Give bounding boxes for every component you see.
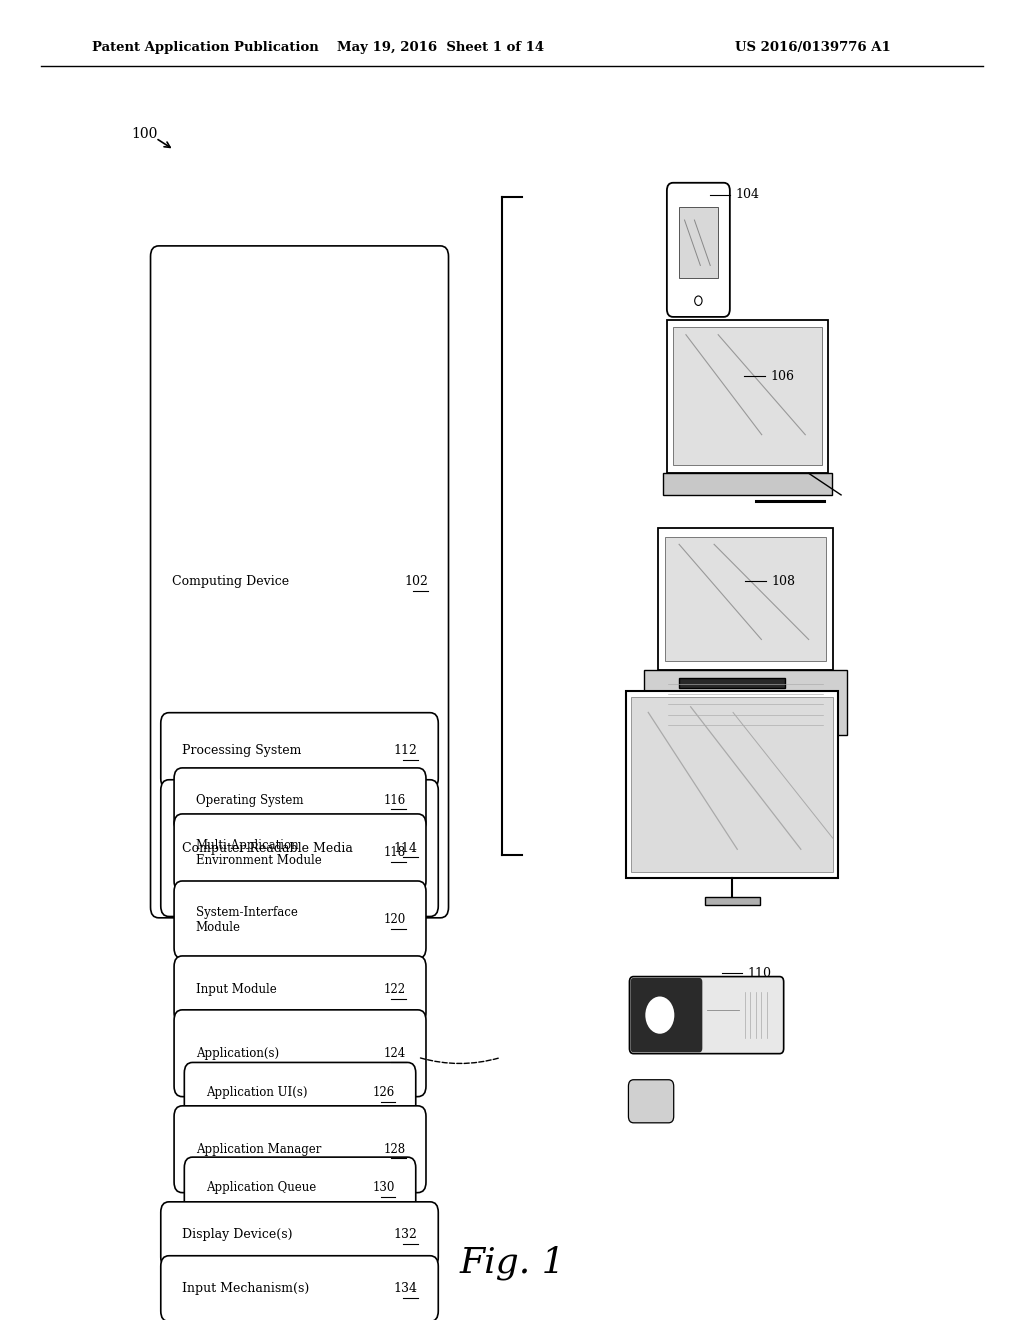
Text: Patent Application Publication: Patent Application Publication <box>92 41 318 54</box>
Text: Operating System: Operating System <box>196 793 303 807</box>
Text: 102: 102 <box>404 576 428 589</box>
Text: 104: 104 <box>735 189 759 201</box>
Bar <box>709 706 782 729</box>
FancyBboxPatch shape <box>161 1201 438 1267</box>
FancyBboxPatch shape <box>161 1255 438 1320</box>
Text: 114: 114 <box>394 842 418 854</box>
Circle shape <box>645 997 675 1034</box>
Bar <box>657 528 834 671</box>
FancyBboxPatch shape <box>184 1158 416 1217</box>
FancyBboxPatch shape <box>629 1080 674 1123</box>
FancyBboxPatch shape <box>161 780 438 916</box>
Text: Application Queue: Application Queue <box>206 1181 316 1193</box>
Bar <box>631 697 833 871</box>
Text: 128: 128 <box>383 1143 406 1156</box>
FancyBboxPatch shape <box>161 713 438 789</box>
Text: 132: 132 <box>394 1228 418 1241</box>
Text: 108: 108 <box>771 574 795 587</box>
Text: Computing Device: Computing Device <box>172 576 289 589</box>
Text: Application Manager: Application Manager <box>196 1143 321 1156</box>
Text: US 2016/0139776 A1: US 2016/0139776 A1 <box>735 41 891 54</box>
FancyBboxPatch shape <box>174 1106 426 1193</box>
Bar <box>626 690 838 878</box>
Text: 116: 116 <box>383 793 406 807</box>
Text: Input Module: Input Module <box>196 983 276 997</box>
FancyBboxPatch shape <box>174 768 426 833</box>
FancyBboxPatch shape <box>667 182 730 317</box>
Text: Application(s): Application(s) <box>196 1047 279 1060</box>
Bar <box>663 474 833 495</box>
Text: Display Device(s): Display Device(s) <box>182 1228 293 1241</box>
Bar <box>705 898 760 904</box>
Text: Input Mechanism(s): Input Mechanism(s) <box>182 1282 309 1295</box>
Text: 134: 134 <box>394 1282 418 1295</box>
Text: 120: 120 <box>383 913 406 927</box>
FancyBboxPatch shape <box>184 1063 416 1123</box>
Bar <box>679 207 718 279</box>
FancyBboxPatch shape <box>630 977 783 1053</box>
Text: 100: 100 <box>131 127 158 141</box>
Text: Multi-Application
Environment Module: Multi-Application Environment Module <box>196 838 322 867</box>
Bar <box>644 671 847 735</box>
Text: 112: 112 <box>394 744 418 758</box>
FancyBboxPatch shape <box>174 814 426 891</box>
FancyBboxPatch shape <box>631 978 702 1052</box>
Text: Computer-Readable Media: Computer-Readable Media <box>182 842 353 854</box>
Text: 106: 106 <box>770 370 794 383</box>
Bar <box>666 537 825 661</box>
Text: Application UI(s): Application UI(s) <box>206 1086 307 1100</box>
Text: 118: 118 <box>383 846 406 859</box>
Text: May 19, 2016  Sheet 1 of 14: May 19, 2016 Sheet 1 of 14 <box>337 41 544 54</box>
Text: 126: 126 <box>373 1086 395 1100</box>
FancyBboxPatch shape <box>174 956 426 1023</box>
Bar <box>667 319 828 474</box>
FancyBboxPatch shape <box>151 246 449 917</box>
Text: 122: 122 <box>383 983 406 997</box>
Bar <box>673 327 822 466</box>
Bar <box>679 678 785 688</box>
FancyBboxPatch shape <box>174 1010 426 1097</box>
FancyBboxPatch shape <box>174 880 426 958</box>
Text: 110: 110 <box>748 966 771 979</box>
Text: Fig. 1: Fig. 1 <box>459 1245 565 1279</box>
Text: 124: 124 <box>383 1047 406 1060</box>
Text: System-Interface
Module: System-Interface Module <box>196 906 297 933</box>
Text: Processing System: Processing System <box>182 744 302 758</box>
Text: 130: 130 <box>373 1181 395 1193</box>
